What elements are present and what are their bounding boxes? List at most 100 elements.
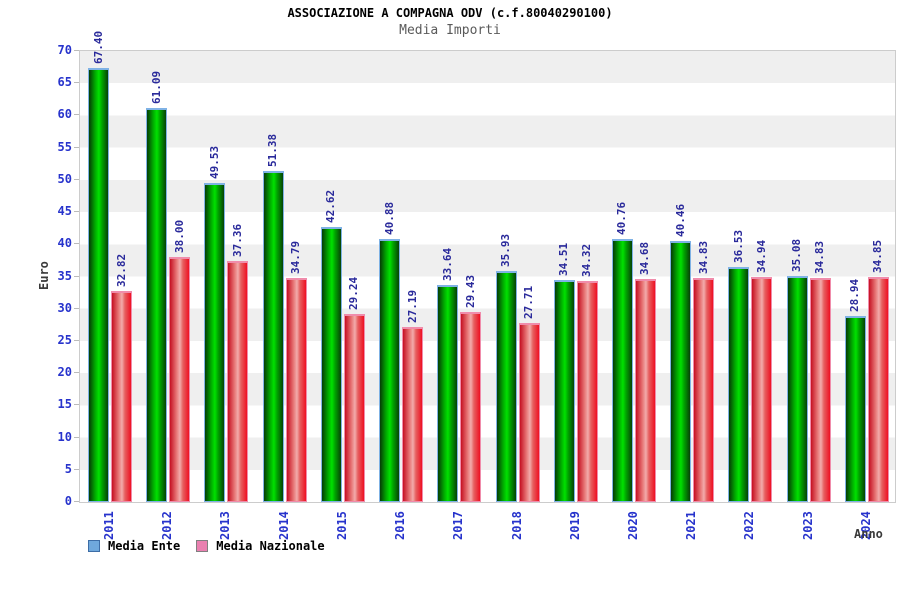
y-tick-label: 45 bbox=[57, 204, 72, 219]
legend-label-media-nazionale: Media Nazionale bbox=[216, 539, 325, 553]
bar-value-label: 34.51 bbox=[557, 242, 571, 276]
y-tick-mark bbox=[74, 501, 79, 502]
bar-value-label: 49.53 bbox=[207, 145, 221, 179]
bar-value-label: 35.08 bbox=[790, 238, 804, 272]
bar-value-label: 29.24 bbox=[347, 276, 361, 310]
bar-value-label: 36.53 bbox=[731, 229, 745, 263]
bar-media-nazionale bbox=[460, 312, 482, 502]
bar-value-label: 40.76 bbox=[615, 201, 629, 235]
x-tick-label: 2014 bbox=[276, 511, 291, 540]
x-tick-label: 2020 bbox=[625, 511, 640, 540]
y-tick-mark bbox=[74, 468, 79, 470]
bar-value-label: 27.19 bbox=[405, 289, 419, 323]
bar-media-ente bbox=[262, 171, 284, 502]
x-tick-label: 2012 bbox=[160, 511, 175, 540]
bar-value-label: 42.62 bbox=[324, 189, 338, 223]
bar-value-label: 35.93 bbox=[499, 233, 512, 267]
bar-value-label: 40.46 bbox=[673, 203, 687, 237]
bar-media-ente bbox=[204, 183, 226, 502]
y-tick-mark bbox=[74, 339, 79, 341]
bar-value-label: 40.88 bbox=[382, 201, 396, 235]
legend: Media Ente Media Nazionale bbox=[88, 539, 341, 553]
y-tick-mark bbox=[74, 307, 79, 309]
legend-swatch-media-ente-icon bbox=[88, 540, 100, 552]
y-tick-label: 20 bbox=[57, 365, 72, 380]
x-tick-label: 2016 bbox=[393, 511, 408, 540]
bar-media-ente bbox=[728, 267, 750, 502]
plot-area: 67.40 32.82 61.09 38.00 49.53 37.36 51.38 34.79… bbox=[79, 31, 896, 503]
bar-media-nazionale bbox=[634, 279, 656, 502]
y-tick-label: 25 bbox=[57, 332, 72, 347]
bar-value-label: 33.64 bbox=[440, 247, 454, 281]
bar-value-label: 34.94 bbox=[754, 239, 768, 273]
y-tick-label: 50 bbox=[57, 171, 72, 186]
bar-media-ente bbox=[844, 316, 866, 502]
x-tick-label: 2013 bbox=[218, 511, 233, 540]
bar-media-nazionale bbox=[693, 278, 715, 502]
y-tick-mark bbox=[74, 372, 79, 374]
x-tick-label: 2021 bbox=[684, 511, 699, 540]
chart-subtitle: Media Importi bbox=[399, 23, 501, 38]
x-tick-label: 2023 bbox=[800, 511, 815, 540]
bar-value-label: 61.09 bbox=[149, 70, 163, 104]
x-tick-label: 2019 bbox=[567, 511, 582, 540]
y-tick-label: 5 bbox=[64, 461, 72, 476]
bar-media-nazionale bbox=[576, 281, 598, 502]
bar-value-label: 38.00 bbox=[172, 219, 186, 253]
y-tick-label: 35 bbox=[57, 268, 72, 283]
bar-media-ente bbox=[88, 68, 109, 502]
y-tick-label: 30 bbox=[57, 300, 72, 315]
x-axis-title: Anno bbox=[854, 527, 883, 541]
x-tick-label: 2017 bbox=[451, 511, 466, 540]
y-tick-mark bbox=[74, 275, 79, 277]
bar-value-label: 34.79 bbox=[289, 240, 303, 274]
bar-media-ente bbox=[146, 108, 168, 502]
bar-media-nazionale bbox=[751, 277, 773, 502]
bar-media-nazionale bbox=[343, 314, 365, 502]
y-tick-mark bbox=[74, 178, 79, 180]
bar-media-nazionale bbox=[111, 291, 132, 502]
y-tick-label: 60 bbox=[57, 107, 72, 122]
y-tick-label: 10 bbox=[57, 429, 72, 444]
y-tick-label: 15 bbox=[57, 397, 72, 412]
bar-media-nazionale bbox=[402, 327, 424, 502]
y-tick-mark bbox=[74, 404, 79, 406]
y-tick-mark bbox=[74, 211, 79, 213]
x-tick-label: 2015 bbox=[334, 511, 349, 540]
bar-media-nazionale bbox=[867, 277, 889, 502]
bar-media-nazionale bbox=[518, 323, 540, 502]
legend-swatch-media-nazionale-icon bbox=[196, 540, 209, 552]
bar-media-ente bbox=[611, 239, 633, 502]
bar-value-label: 32.82 bbox=[114, 253, 128, 287]
bar-media-ente bbox=[379, 239, 401, 502]
x-tick-label: 2018 bbox=[509, 511, 524, 540]
bar-media-ente bbox=[553, 280, 575, 502]
y-tick-label: 0 bbox=[64, 494, 72, 508]
bar-media-ente bbox=[786, 276, 808, 502]
y-tick-label: 55 bbox=[57, 139, 72, 154]
x-tick-label: 2011 bbox=[102, 511, 116, 540]
bar-value-label: 29.43 bbox=[463, 274, 477, 308]
bar-media-ente bbox=[320, 227, 342, 502]
y-tick-label: 65 bbox=[57, 75, 72, 90]
bar-value-label: 51.38 bbox=[266, 133, 280, 167]
bar-media-ente bbox=[495, 271, 517, 502]
y-tick-label: 70 bbox=[57, 43, 72, 57]
y-tick-mark bbox=[74, 114, 79, 116]
y-tick-label: 40 bbox=[57, 236, 72, 251]
bar-media-ente bbox=[437, 285, 459, 502]
bar-media-nazionale bbox=[169, 257, 191, 502]
y-tick-mark bbox=[74, 146, 79, 148]
x-tick-label: 2022 bbox=[742, 511, 757, 540]
bar-value-label: 37.36 bbox=[230, 223, 244, 257]
chart-title: ASSOCIAZIONE A COMPAGNA ODV (c.f.8004029… bbox=[287, 6, 613, 20]
bar-value-label: 34.83 bbox=[813, 240, 827, 274]
bar-value-label: 28.94 bbox=[848, 278, 862, 312]
legend-label-media-ente: Media Ente bbox=[108, 539, 181, 553]
y-tick-mark bbox=[74, 243, 79, 245]
bar-value-label: 34.32 bbox=[580, 243, 594, 277]
y-tick-mark bbox=[74, 50, 79, 51]
bar-value-label: 67.40 bbox=[91, 30, 105, 64]
bar-value-label: 34.83 bbox=[696, 240, 710, 274]
